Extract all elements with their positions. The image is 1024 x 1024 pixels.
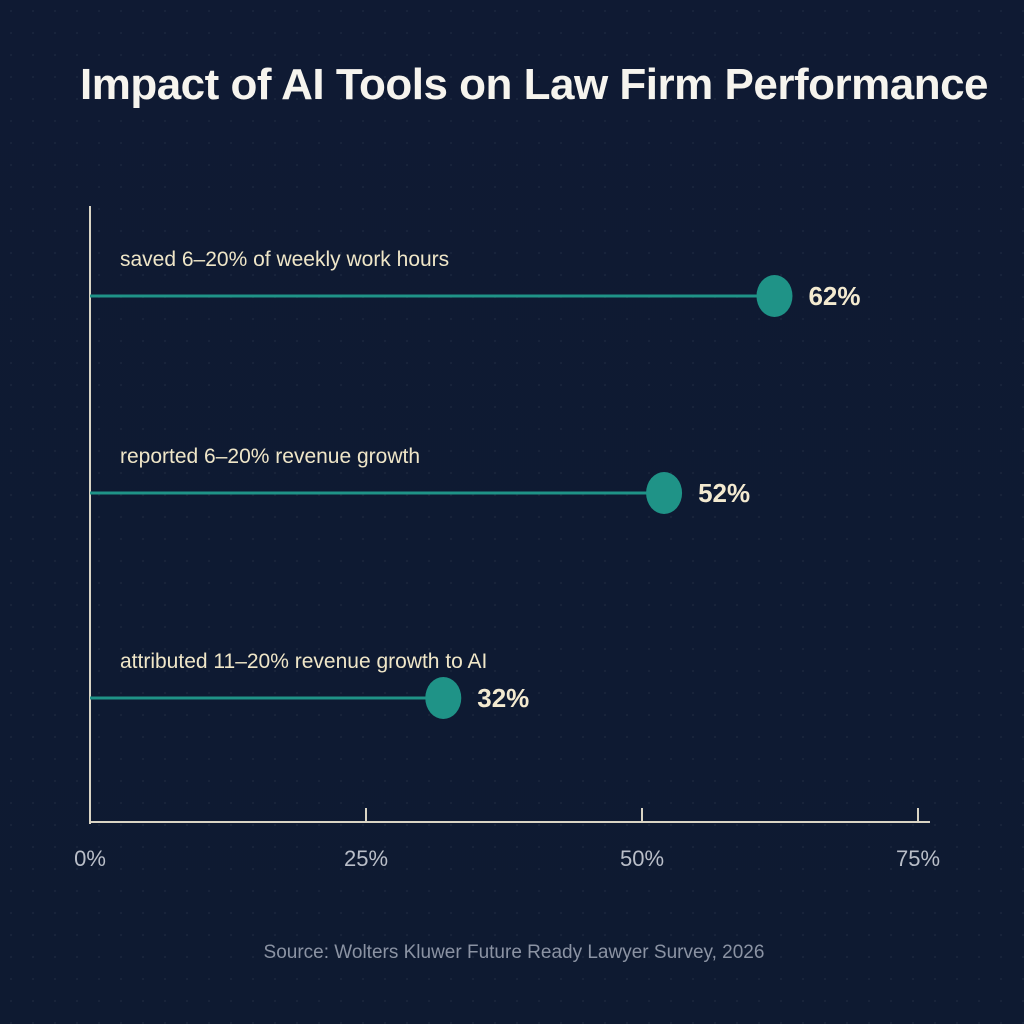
category-label: saved 6–20% of weekly work hours: [120, 248, 449, 271]
data-label: 52%: [698, 478, 750, 508]
bar-dot: [425, 677, 462, 719]
x-tick-label: 0%: [74, 846, 106, 871]
category-label: reported 6–20% revenue growth: [120, 445, 420, 468]
category-label: attributed 11–20% revenue growth to AI: [120, 650, 487, 673]
x-tick-label: 75%: [896, 846, 940, 871]
source-note: Source: Wolters Kluwer Future Ready Lawy…: [263, 942, 765, 963]
data-label: 62%: [808, 281, 860, 311]
x-tick-label: 25%: [344, 846, 388, 871]
bar-dot: [646, 472, 683, 514]
chart-title: Impact of AI Tools on Law Firm Performan…: [79, 60, 989, 109]
bar-dot: [756, 275, 793, 317]
data-label: 32%: [477, 683, 529, 713]
x-tick-label: 50%: [620, 846, 664, 871]
